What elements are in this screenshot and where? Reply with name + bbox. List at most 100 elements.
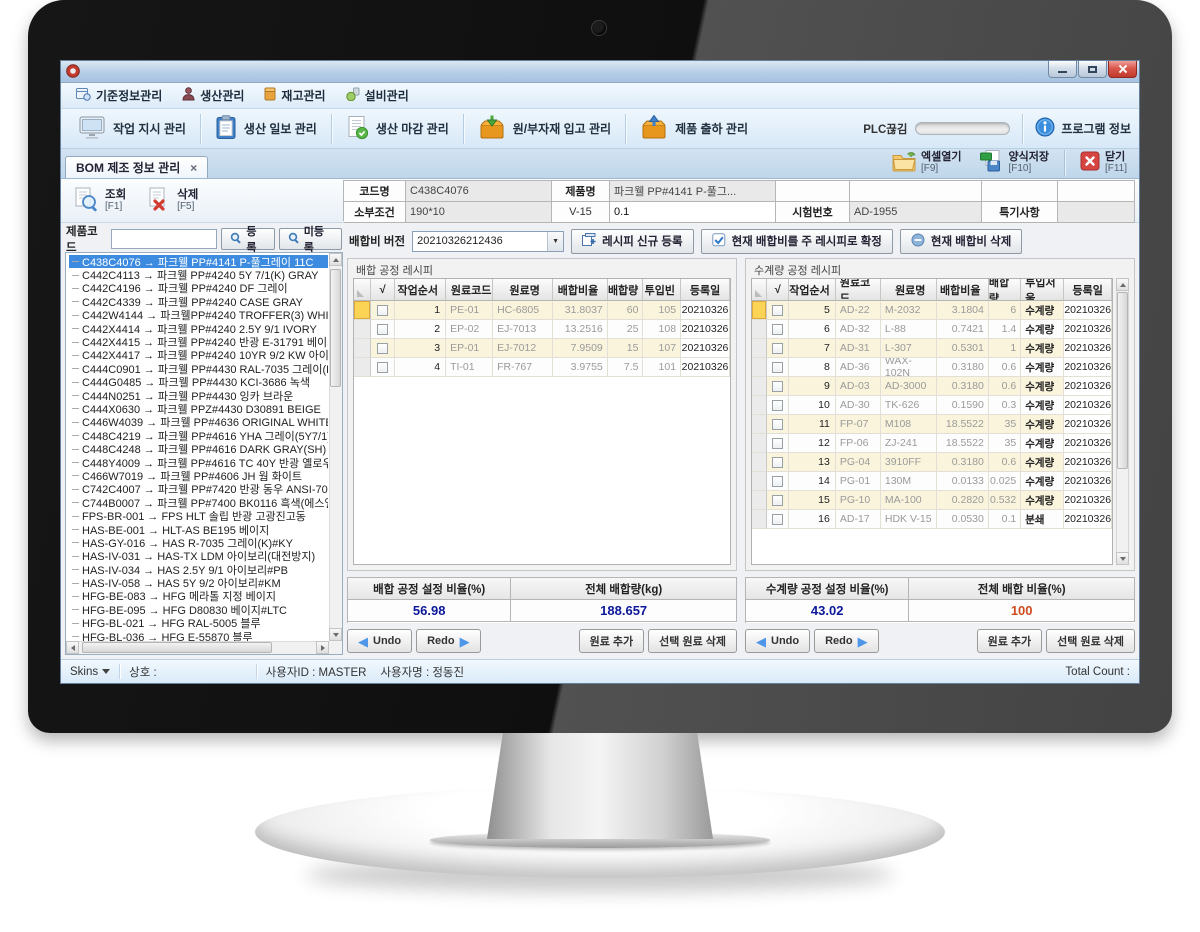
- material-receiving-button[interactable]: 원/부자재 입고 관리: [468, 112, 621, 146]
- scroll-down-button[interactable]: [1116, 552, 1129, 565]
- work-order-button[interactable]: 작업 지시 관리: [69, 112, 196, 146]
- row-checkbox[interactable]: [377, 342, 389, 354]
- undo-button[interactable]: ◀ Undo: [347, 629, 413, 653]
- row-checkbox[interactable]: [772, 361, 784, 373]
- scroll-up-button[interactable]: [1116, 278, 1129, 291]
- column-header-name[interactable]: 원료명: [493, 279, 554, 301]
- row-indicator[interactable]: [752, 472, 768, 491]
- row-checkbox[interactable]: [772, 437, 784, 449]
- list-item[interactable]: HAS-IV-058 → HAS 5Y 9/2 아이보리#KM: [69, 576, 328, 590]
- registered-search-button[interactable]: 등록: [221, 226, 275, 254]
- list-item[interactable]: HAS-IV-034 → HAS 2.5Y 9/1 아이보리#PB: [69, 563, 328, 577]
- table-row[interactable]: 11 FP-07 M108 18.5522 35 수계량 20210326: [752, 415, 1112, 434]
- table-row[interactable]: 13 PG-04 3910FF 0.3180 0.6 수계량 20210326: [752, 453, 1112, 472]
- program-info-button[interactable]: 프로그램 정보: [1035, 117, 1131, 140]
- table-row[interactable]: 9 AD-03 AD-3000 0.3180 0.6 수계량 20210326: [752, 377, 1112, 396]
- list-item[interactable]: C444X0630 → 파크웰 PPZ#4430 D30891 BEIGE: [69, 402, 328, 416]
- table-row[interactable]: 14 PG-01 130M 0.0133 0.025 수계량 20210326: [752, 472, 1112, 491]
- vertical-scrollbar[interactable]: [329, 253, 342, 641]
- chevron-down-icon[interactable]: ▼: [547, 231, 564, 251]
- table-row[interactable]: 2 EP-02 EJ-7013 13.2516 25 108 20210326: [354, 320, 730, 339]
- list-item[interactable]: C446W4039 → 파크웰 PP#4636 ORIGINAL WHITE: [69, 416, 328, 429]
- table-row[interactable]: 8 AD-36 WAX-102N 0.3180 0.6 수계량 20210326: [752, 358, 1112, 377]
- list-item[interactable]: C466W7019 → 파크웰 PP#4606 JH 웜 화이트: [69, 469, 328, 483]
- delete-version-button[interactable]: 현재 배합비 삭제: [899, 228, 1023, 254]
- row-indicator[interactable]: [752, 415, 768, 434]
- table-row[interactable]: 1 PE-01 HC-6805 31.8037 60 105 20210326: [354, 301, 730, 320]
- close-screen-button[interactable]: 닫기 [F11]: [1072, 150, 1135, 175]
- delete-button[interactable]: 삭제 [F5]: [137, 185, 207, 217]
- list-item[interactable]: HFG-BL-036 → HFG E-55870 블루: [69, 630, 328, 644]
- column-header-code[interactable]: 원료코드: [446, 279, 494, 301]
- scrollbar-thumb[interactable]: [330, 269, 341, 387]
- scroll-down-button[interactable]: [329, 628, 342, 641]
- row-checkbox[interactable]: [772, 456, 784, 468]
- version-combobox[interactable]: 20210326212436 ▼: [412, 230, 565, 252]
- table-row[interactable]: 3 EP-01 EJ-7012 7.9509 15 107 20210326: [354, 339, 730, 358]
- list-item[interactable]: C442X4414 → 파크웰 PP#4240 2.5Y 9/1 IVORY: [69, 322, 328, 336]
- list-item[interactable]: C448Y4009 → 파크웰 PP#4616 TC 40Y 반광 옐로우: [69, 456, 328, 470]
- scrollbar-thumb[interactable]: [1117, 292, 1128, 469]
- menu-item-master-data[interactable]: 기준정보관리: [67, 85, 171, 106]
- daily-report-button[interactable]: 생산 일보 관리: [205, 112, 327, 146]
- list-item[interactable]: C438C4076 → 파크웰 PP#4141 P-풀그레이 11C: [69, 255, 328, 269]
- redo-button[interactable]: Redo ▶: [814, 629, 879, 653]
- row-checkbox[interactable]: [377, 304, 389, 316]
- list-item[interactable]: C442C4113 → 파크웰 PP#4240 5Y 7/1(K) GRAY: [69, 268, 328, 282]
- list-item[interactable]: C448C4219 → 파크웰 PP#4616 YHA 그레이(5Y7/1): [69, 429, 328, 443]
- list-item[interactable]: C442W4144 → 파크웰PP#4240 TROFFER(3) WHITE: [69, 309, 328, 322]
- row-checkbox[interactable]: [772, 494, 784, 506]
- scroll-left-button[interactable]: [66, 641, 79, 654]
- list-item[interactable]: HAS-BE-001 → HLT-AS BE195 베이지: [69, 523, 328, 537]
- row-checkbox[interactable]: [377, 323, 389, 335]
- row-checkbox[interactable]: [772, 513, 784, 525]
- row-checkbox[interactable]: [772, 418, 784, 430]
- delete-material-button[interactable]: 선택 원료 삭제: [648, 629, 737, 653]
- row-indicator[interactable]: [354, 339, 371, 358]
- column-header-scale[interactable]: 투입저울: [1021, 279, 1065, 301]
- column-header-ratio[interactable]: 배합비율: [553, 279, 608, 301]
- row-checkbox[interactable]: [772, 342, 784, 354]
- menu-item-inventory[interactable]: 재고관리: [255, 85, 334, 106]
- table-row[interactable]: 10 AD-30 TK-626 0.1590 0.3 수계량 20210326: [752, 396, 1112, 415]
- scroll-right-button[interactable]: [316, 641, 329, 654]
- scroll-up-button[interactable]: [329, 253, 342, 266]
- list-item[interactable]: C442X4417 → 파크웰 PP#4240 10YR 9/2 KW 아이보리: [69, 349, 328, 362]
- menu-item-facility[interactable]: 설비관리: [337, 85, 418, 106]
- column-header-seq[interactable]: 작업순서: [395, 279, 447, 301]
- list-item[interactable]: HFG-BE-083 → HFG 메라톨 지정 베이지: [69, 590, 328, 603]
- list-item[interactable]: FPS-BR-001 → FPS HLT 솔립 반광 고광진고동: [69, 509, 328, 523]
- list-item[interactable]: C448C4248 → 파크웰 PP#4616 DARK GRAY(SH): [69, 442, 328, 456]
- minimize-button[interactable]: [1048, 61, 1077, 78]
- list-item[interactable]: C444C0901 → 파크웰 PP#4430 RAL-7035 그레이(KJ): [69, 362, 328, 376]
- row-indicator[interactable]: [752, 491, 768, 510]
- product-code-input[interactable]: [111, 229, 218, 249]
- column-header-amount[interactable]: 배합량: [607, 279, 644, 301]
- row-checkbox[interactable]: [772, 399, 784, 411]
- scrollbar-thumb[interactable]: [82, 642, 272, 653]
- table-row[interactable]: 4 TI-01 FR-767 3.9755 7.5 101 20210326: [354, 358, 730, 377]
- close-button[interactable]: [1108, 61, 1137, 78]
- column-header-date[interactable]: 등록일: [681, 279, 730, 301]
- product-shipment-button[interactable]: 제품 출하 관리: [630, 112, 758, 146]
- maximize-button[interactable]: [1078, 61, 1107, 78]
- search-button[interactable]: 조회 [F1]: [65, 185, 135, 217]
- table-row[interactable]: 6 AD-32 L-88 0.7421 1.4 수계량 20210326: [752, 320, 1112, 339]
- row-checkbox[interactable]: [772, 323, 784, 335]
- row-indicator[interactable]: [752, 453, 768, 472]
- row-indicator[interactable]: [752, 320, 768, 339]
- list-item[interactable]: C442X4415 → 파크웰 PP#4240 반광 E-31791 베이지색(: [69, 335, 328, 349]
- unregistered-search-button[interactable]: 미등록: [278, 226, 342, 254]
- confirm-main-recipe-button[interactable]: 현재 배합비를 주 레시피로 확정: [700, 228, 893, 254]
- table-row[interactable]: 12 FP-06 ZJ-241 18.5522 35 수계량 20210326: [752, 434, 1112, 453]
- row-indicator[interactable]: [752, 377, 768, 396]
- column-header-seq[interactable]: 작업순서: [789, 279, 836, 301]
- list-item[interactable]: C744B0007 → 파크웰 PP#7400 BK0116 흑색(에스엘티(: [69, 496, 328, 510]
- table-row[interactable]: 7 AD-31 L-307 0.5301 1 수계량 20210326: [752, 339, 1112, 358]
- horizontal-scrollbar[interactable]: [66, 641, 329, 654]
- list-item[interactable]: C742C4007 → 파크웰 PP#7420 반광 동우 ANSI-70 그레: [69, 483, 328, 496]
- tab-bom-info[interactable]: BOM 제조 정보 관리 ×: [65, 156, 209, 178]
- row-checkbox[interactable]: [772, 475, 784, 487]
- list-item[interactable]: HFG-BL-021 → HFG RAL-5005 블루: [69, 617, 328, 630]
- row-indicator[interactable]: [752, 301, 768, 320]
